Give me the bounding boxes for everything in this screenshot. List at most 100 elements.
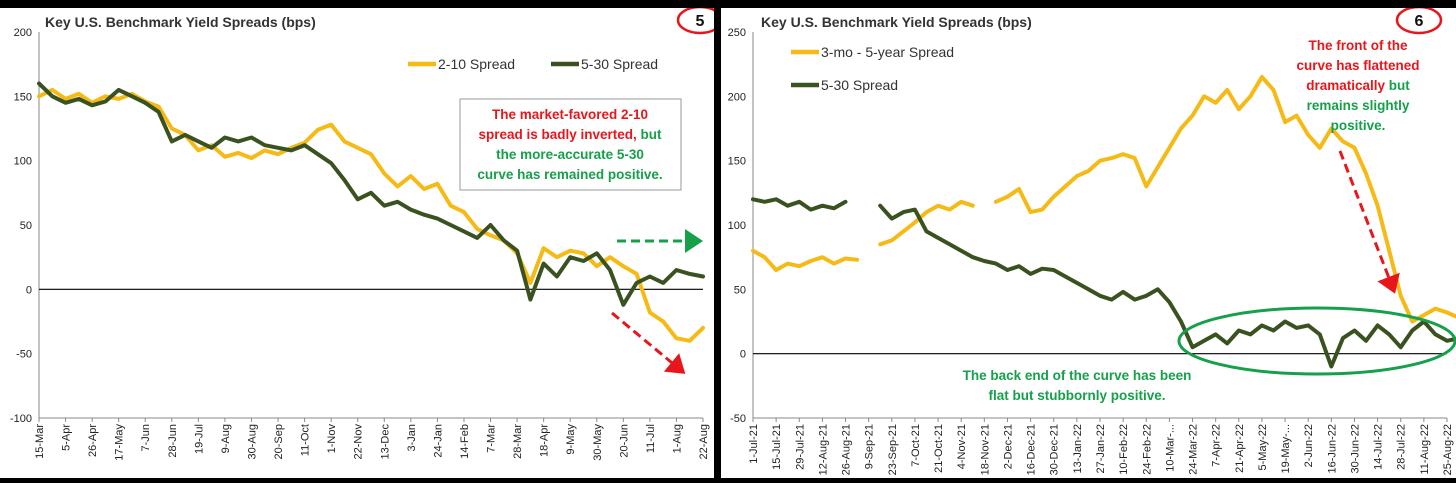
y-tick-label: -50 [16, 349, 32, 361]
green-ellipse [1177, 306, 1456, 376]
x-tick-label: 28-Mar [512, 424, 524, 459]
page-badge-number: 5 [696, 13, 705, 30]
legend-label: 2-10 Spread [438, 56, 515, 72]
page-badge: 5 [676, 8, 714, 35]
x-tick-label: 28-Jul-22 [1396, 424, 1408, 470]
x-tick-label: 30-May [592, 424, 604, 461]
annotation-span: positive. [1331, 118, 1386, 133]
x-tick-label: 10-Feb-22 [1118, 424, 1130, 475]
x-tick-label: 25-Aug-22 [1442, 424, 1454, 475]
x-tick-label: 2-Jun-22 [1303, 424, 1315, 467]
series-line-a [37, 87, 705, 343]
y-tick-label: 200 [728, 91, 746, 103]
series-line-b [37, 81, 705, 307]
chart-5-svg: Key U.S. Benchmark Yield Spreads (bps) 5-… [10, 8, 714, 461]
series-line-b [751, 197, 1456, 369]
x-tick-label: 11-Aug-22 [1419, 424, 1431, 475]
chart-panel-5: Key U.S. Benchmark Yield Spreads (bps) 5-… [0, 8, 714, 478]
annotation-span: The back end of the curve has been [963, 368, 1192, 383]
x-tick-label: 27-Jan-22 [1095, 424, 1107, 474]
y-tick-label: 150 [728, 156, 746, 168]
x-tick-label: 4-Nov-21 [956, 424, 968, 469]
x-tick-label: 13-Jan-22 [1072, 424, 1084, 474]
red-dashed-arrow [1338, 150, 1400, 294]
x-tick-label: 14-Feb [459, 424, 471, 459]
y-tick-label: -50 [730, 413, 746, 425]
y-tick-label: 100 [14, 156, 32, 168]
x-tick-label: 24-Mar-22 [1188, 424, 1200, 475]
page-badge-number: 6 [1415, 13, 1424, 30]
annotation-line: curve has flattened [1296, 58, 1419, 73]
x-tick-label: 16-Dec-21 [1026, 424, 1038, 475]
x-tick-label: 22-Nov [353, 424, 365, 460]
x-tick-label: 15-Mar [34, 424, 46, 459]
x-tick-label: 7-Jun [140, 424, 152, 452]
x-tick-label: 9-Sep-21 [864, 424, 876, 469]
x-tick-label: 19-Jul [193, 424, 205, 454]
annotation-span: dramatically [1306, 78, 1389, 93]
x-tick-label: 28-Jun [167, 424, 179, 458]
red-dashed-arrow [611, 311, 686, 374]
annotation-line: the more-accurate 5-30 [496, 147, 644, 162]
x-tick-label: 24-Jan [432, 424, 444, 458]
x-tick-label: 10-Mar-... [1164, 424, 1176, 472]
y-tick-label: 50 [20, 220, 32, 232]
x-tick-label: 23-Sep-21 [887, 424, 899, 475]
annotation-span: curve has remained positive. [477, 167, 662, 182]
chart-panel-6: Key U.S. Benchmark Yield Spreads (bps) 6 -… [721, 8, 1456, 478]
x-tick-label: 7-Oct-21 [910, 424, 922, 467]
x-tick-label: 1-Aug [671, 424, 683, 453]
annotation-span: remains slightly [1307, 98, 1410, 113]
x-tick-label: 13-Dec [379, 424, 391, 460]
annotation-line: The front of the [1309, 38, 1408, 53]
x-tick-label: 11-Jul [645, 424, 657, 453]
annotation-line: The back end of the curve has been [963, 368, 1192, 383]
x-tick-label: 19-May-... [1280, 424, 1292, 474]
x-tick-label: 29-Jul-21 [794, 424, 806, 470]
x-tick-label: 2-Dec-21 [1002, 424, 1014, 469]
annotation-line: remains slightly [1307, 98, 1410, 113]
page-badge-oval [1395, 8, 1443, 35]
legend-label: 3-mo - 5-year Spread [821, 44, 954, 60]
x-tick-label: 30-Aug [246, 424, 258, 459]
legend-label: 5-30 Spread [821, 77, 898, 93]
x-tick-label: 5-May-22 [1257, 424, 1269, 470]
series-line-a [751, 75, 1456, 324]
y-tick-label: 0 [740, 349, 746, 361]
x-tick-label: 11-Oct [300, 424, 312, 456]
x-tick-label: 18-Nov-21 [979, 424, 991, 475]
chart-title: Key U.S. Benchmark Yield Spreads (bps) [761, 14, 1032, 30]
annotation-span: The market-favored 2-10 [492, 107, 648, 122]
x-tick-label: 9-May [565, 424, 577, 455]
x-tick-label: 26-Apr [87, 424, 99, 457]
x-tick-label: 1-Nov [326, 424, 338, 454]
annotation-line: dramatically but [1306, 78, 1410, 93]
page-badge: 6 [1395, 8, 1443, 35]
x-tick-label: 12-Aug-21 [817, 424, 829, 475]
annotation-line: curve has remained positive. [477, 167, 662, 182]
x-tick-label: 7-Mar [486, 424, 498, 453]
x-tick-label: 15-Jul-21 [771, 424, 783, 470]
x-tick-label: 20-Jun [618, 424, 630, 458]
annotation-line: positive. [1331, 118, 1386, 133]
y-tick-label: 200 [14, 27, 32, 39]
x-tick-label: 21-Oct-21 [933, 424, 945, 473]
y-tick-label: -100 [10, 413, 32, 425]
y-tick-label: 100 [728, 220, 746, 232]
annotation-line: spread is badly inverted, but [478, 127, 662, 142]
x-tick-label: 20-Sep [273, 424, 285, 459]
annotation-span: curve has flattened [1296, 58, 1419, 73]
x-tick-label: 30-Dec-21 [1049, 424, 1061, 475]
annotation-line: flat but stubbornly positive. [988, 388, 1165, 403]
x-tick-label: 18-Apr [539, 424, 551, 457]
annotation-box [459, 98, 682, 191]
annotation-span: flat but stubbornly positive. [988, 388, 1165, 403]
legend-label: 5-30 Spread [581, 56, 658, 72]
annotation-span: spread is badly inverted, [478, 127, 640, 142]
x-tick-label: 17-May [114, 424, 126, 461]
annotation-span: The front of the [1309, 38, 1408, 53]
x-tick-label: 16-Jun-22 [1326, 424, 1338, 474]
x-tick-label: 7-Apr-22 [1211, 424, 1223, 467]
x-tick-label: 14-Jul-22 [1373, 424, 1385, 470]
x-tick-label: 26-Aug-21 [841, 424, 853, 475]
